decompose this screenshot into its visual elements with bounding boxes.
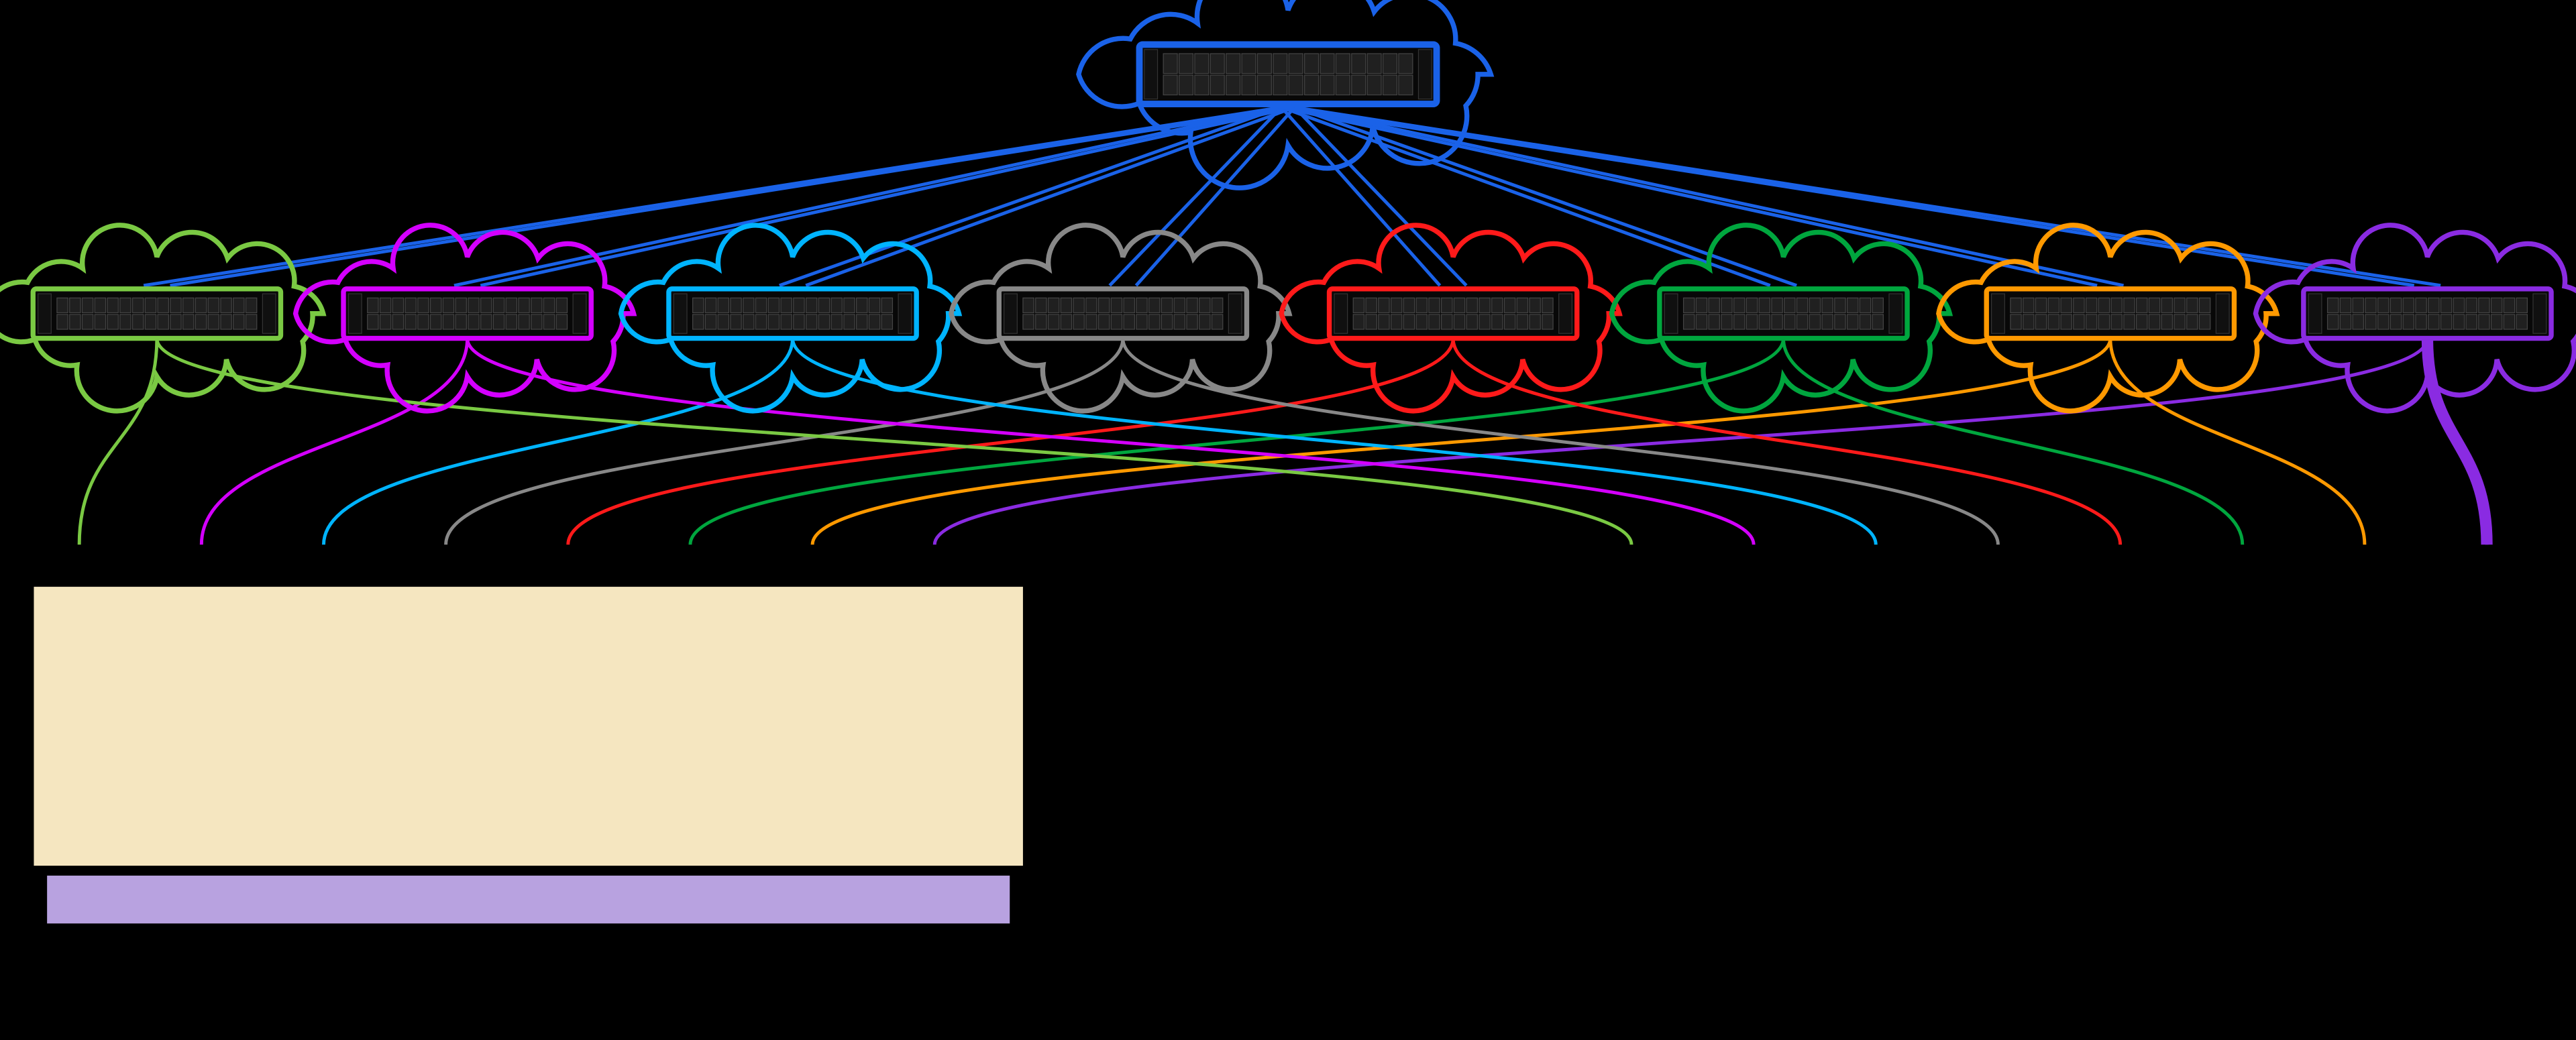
switch <box>999 289 1246 339</box>
switch <box>1139 44 1436 104</box>
switch <box>33 289 280 339</box>
switch <box>2304 289 2551 339</box>
topology-diagram <box>0 0 2576 1040</box>
switch <box>1660 289 1907 339</box>
switch <box>343 289 591 339</box>
switch <box>1330 289 1577 339</box>
switch <box>669 289 916 339</box>
fabric-bar <box>46 875 1011 925</box>
server-node-box <box>33 586 1024 866</box>
switch <box>1986 289 2234 339</box>
